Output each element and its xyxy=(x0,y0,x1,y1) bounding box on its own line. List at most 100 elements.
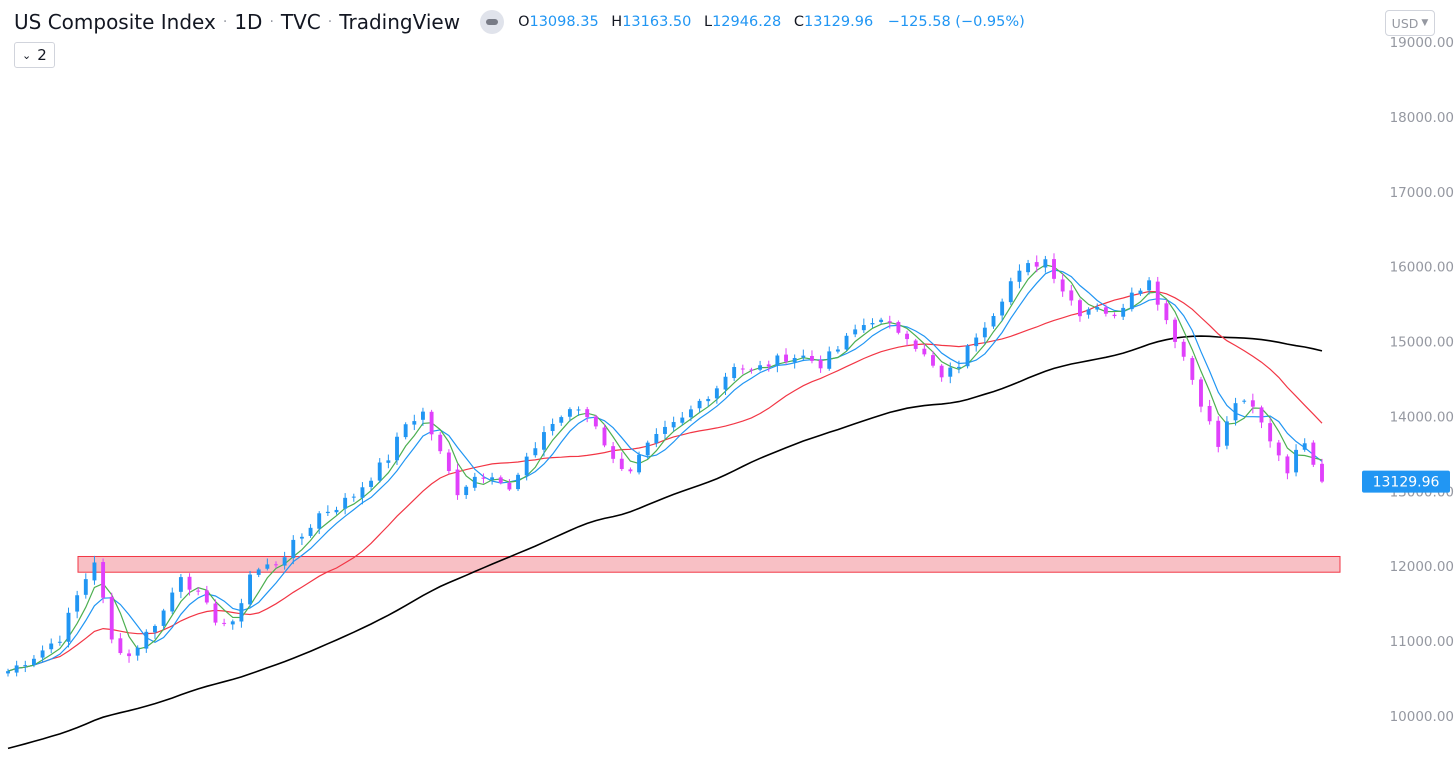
candle[interactable] xyxy=(637,451,642,475)
candle[interactable] xyxy=(40,645,45,662)
currency-selector[interactable]: USD ▼ xyxy=(1385,10,1435,36)
candle[interactable] xyxy=(127,649,131,663)
candle[interactable] xyxy=(982,322,987,344)
candle[interactable] xyxy=(905,330,909,346)
candle[interactable] xyxy=(360,482,365,505)
moving-average-slow-line[interactable] xyxy=(7,290,1323,672)
candle[interactable] xyxy=(256,567,261,578)
candle[interactable] xyxy=(1043,255,1048,273)
candle[interactable] xyxy=(576,406,581,417)
candle[interactable] xyxy=(1276,439,1281,462)
candle[interactable] xyxy=(974,333,979,352)
candle[interactable] xyxy=(1147,277,1152,295)
candle[interactable] xyxy=(593,414,598,430)
candle[interactable] xyxy=(291,535,296,565)
candle[interactable] xyxy=(1078,298,1082,322)
candle[interactable] xyxy=(1250,393,1255,414)
candle[interactable] xyxy=(1052,253,1056,284)
candle[interactable] xyxy=(732,363,737,382)
candle[interactable] xyxy=(714,385,719,404)
candle[interactable] xyxy=(161,608,166,630)
candle[interactable] xyxy=(213,599,218,626)
candle[interactable] xyxy=(896,320,901,335)
candle[interactable] xyxy=(403,422,408,440)
candle[interactable] xyxy=(299,533,304,546)
candle[interactable] xyxy=(343,493,348,515)
candle[interactable] xyxy=(153,624,157,639)
candle[interactable] xyxy=(1285,454,1290,480)
candle[interactable] xyxy=(507,479,512,491)
candle[interactable] xyxy=(1164,299,1169,325)
candle[interactable] xyxy=(57,635,62,646)
moving-average-fast-line[interactable] xyxy=(7,264,1323,672)
candle[interactable] xyxy=(1242,399,1247,404)
candle[interactable] xyxy=(464,484,469,499)
symbol-name[interactable]: US Composite Index xyxy=(14,10,216,34)
candle[interactable] xyxy=(861,318,866,333)
candle[interactable] xyxy=(853,324,858,338)
candle[interactable] xyxy=(118,633,123,655)
candle[interactable] xyxy=(991,313,996,329)
candle[interactable] xyxy=(1181,339,1186,361)
candle[interactable] xyxy=(1320,458,1324,484)
candle[interactable] xyxy=(611,442,616,464)
candle[interactable] xyxy=(369,477,374,491)
moving-average-mid-line[interactable] xyxy=(7,269,1323,672)
candle[interactable] xyxy=(818,355,823,373)
candle[interactable] xyxy=(196,587,201,596)
candle[interactable] xyxy=(654,428,659,448)
candle[interactable] xyxy=(533,442,538,458)
interval[interactable]: 1D xyxy=(234,10,263,34)
candle[interactable] xyxy=(697,398,702,413)
candle[interactable] xyxy=(490,472,495,485)
candle[interactable] xyxy=(325,505,330,516)
candle[interactable] xyxy=(412,414,417,431)
candle[interactable] xyxy=(749,367,754,374)
candle[interactable] xyxy=(827,346,832,371)
candle[interactable] xyxy=(170,587,175,615)
candle[interactable] xyxy=(680,412,685,426)
candle[interactable] xyxy=(75,590,80,619)
candle[interactable] xyxy=(421,407,425,426)
candle[interactable] xyxy=(1095,303,1100,312)
candle[interactable] xyxy=(740,364,745,375)
candle[interactable] xyxy=(1000,298,1005,322)
candle[interactable] xyxy=(446,449,451,475)
candle[interactable] xyxy=(559,415,564,426)
candle[interactable] xyxy=(1017,264,1022,289)
candle[interactable] xyxy=(1233,397,1238,426)
candle[interactable] xyxy=(1112,312,1117,319)
candle[interactable] xyxy=(1060,273,1065,297)
candle[interactable] xyxy=(965,344,970,369)
candle[interactable] xyxy=(282,551,287,570)
candle[interactable] xyxy=(1311,440,1316,467)
candle[interactable] xyxy=(1103,304,1108,317)
candle[interactable] xyxy=(723,372,728,395)
candle[interactable] xyxy=(516,472,520,492)
candle[interactable] xyxy=(481,473,486,484)
candle[interactable] xyxy=(351,493,356,502)
candle[interactable] xyxy=(1268,418,1273,448)
candle[interactable] xyxy=(265,558,270,571)
candle[interactable] xyxy=(1259,405,1264,429)
candle[interactable] xyxy=(1207,399,1212,425)
candle[interactable] xyxy=(1190,355,1195,385)
candle[interactable] xyxy=(758,360,763,372)
candle[interactable] xyxy=(455,463,460,500)
candle[interactable] xyxy=(931,351,935,368)
candle[interactable] xyxy=(1216,416,1221,453)
candle[interactable] xyxy=(844,333,849,351)
candle[interactable] xyxy=(913,338,918,352)
candle[interactable] xyxy=(801,349,806,362)
candle[interactable] xyxy=(524,452,529,481)
candle[interactable] xyxy=(395,432,399,465)
candle[interactable] xyxy=(1069,285,1074,306)
candle[interactable] xyxy=(239,598,244,628)
candle[interactable] xyxy=(1121,303,1126,320)
candle[interactable] xyxy=(688,405,693,422)
candle[interactable] xyxy=(1026,259,1031,276)
candle[interactable] xyxy=(567,407,572,422)
candle[interactable] xyxy=(775,353,780,373)
